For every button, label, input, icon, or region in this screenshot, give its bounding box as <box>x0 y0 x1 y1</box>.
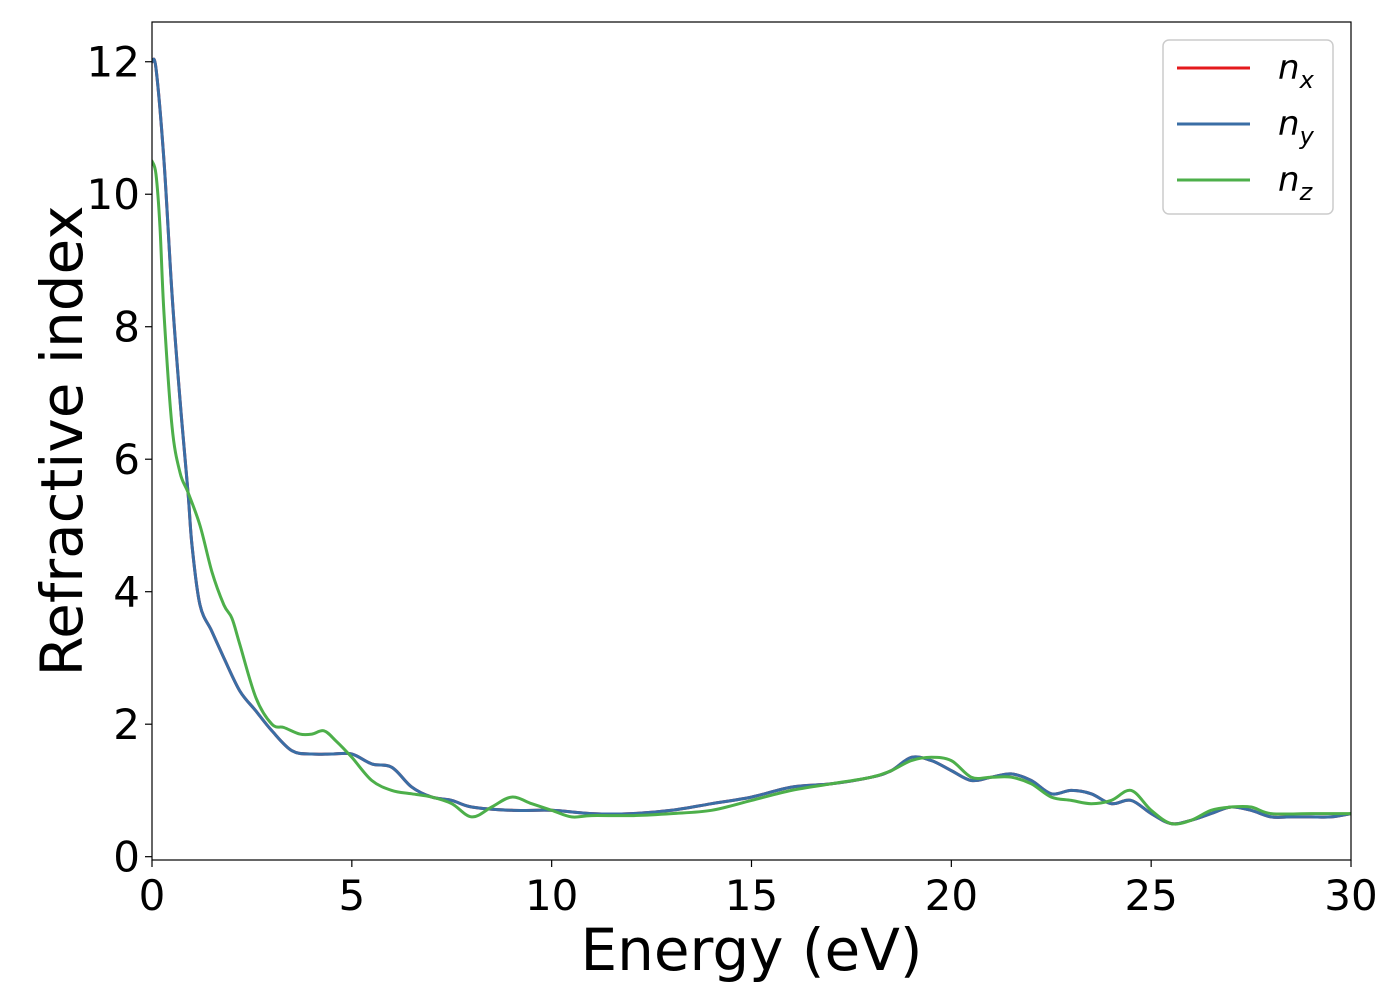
series-layer <box>152 57 1351 826</box>
y-tick-label: 6 <box>113 435 140 484</box>
y-tick-label: 0 <box>113 833 140 882</box>
legend-box <box>1162 39 1334 215</box>
x-tick-label: 30 <box>1324 871 1377 920</box>
y-tick-label: 10 <box>87 170 140 219</box>
x-axis-title: Energy (eV) <box>580 916 922 984</box>
y-tick-label: 4 <box>113 568 140 617</box>
tick-layer: 0 5 10 15 20 25 30 0 2 4 6 8 10 12 <box>87 38 1378 920</box>
x-tick-label: 20 <box>925 871 978 920</box>
y-tick-label: 2 <box>113 700 140 749</box>
y-tick-label: 8 <box>113 303 140 352</box>
x-tick-label: 0 <box>139 871 166 920</box>
x-tick-label: 15 <box>725 871 778 920</box>
x-tick-label: 25 <box>1124 871 1177 920</box>
x-tick-label: 10 <box>525 871 578 920</box>
x-tick-label: 5 <box>338 871 365 920</box>
series-line-nz <box>152 159 1351 826</box>
y-tick-label: 12 <box>87 38 140 87</box>
y-axis-title: Refractive index <box>28 205 96 676</box>
